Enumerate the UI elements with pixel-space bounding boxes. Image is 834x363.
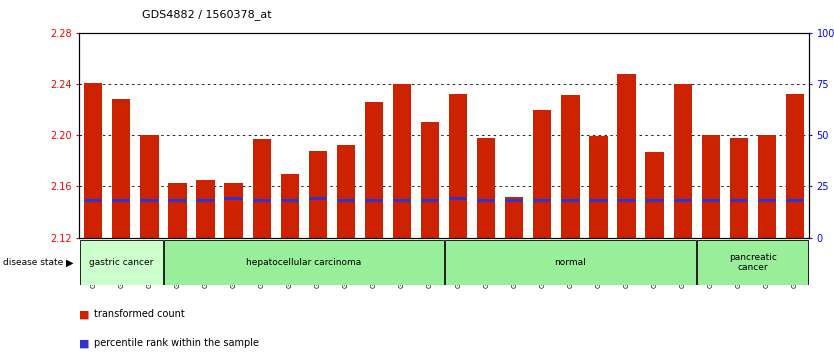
- Bar: [168, 183, 187, 238]
- Text: pancreatic
cancer: pancreatic cancer: [729, 253, 776, 272]
- Bar: [421, 199, 440, 203]
- Bar: [730, 199, 748, 203]
- Text: ■: ■: [79, 309, 90, 319]
- Bar: [449, 197, 467, 200]
- Bar: [561, 199, 580, 203]
- Bar: [421, 122, 440, 238]
- Bar: [164, 240, 444, 285]
- Bar: [253, 199, 271, 203]
- Bar: [701, 135, 720, 238]
- Bar: [445, 240, 696, 285]
- Bar: [309, 197, 327, 200]
- Text: hepatocellular carcinoma: hepatocellular carcinoma: [246, 258, 361, 267]
- Bar: [309, 151, 327, 238]
- Bar: [364, 199, 383, 203]
- Bar: [253, 139, 271, 238]
- Bar: [197, 199, 214, 203]
- Bar: [701, 199, 720, 203]
- Bar: [140, 135, 158, 238]
- Bar: [80, 240, 163, 285]
- Bar: [674, 84, 691, 238]
- Bar: [84, 83, 103, 238]
- Bar: [758, 135, 776, 238]
- Bar: [364, 102, 383, 238]
- Bar: [197, 180, 214, 238]
- Bar: [113, 99, 130, 238]
- Bar: [477, 199, 495, 203]
- Bar: [786, 94, 804, 238]
- Text: normal: normal: [555, 258, 586, 267]
- Bar: [646, 152, 664, 238]
- Text: ▶: ▶: [66, 257, 73, 267]
- Bar: [393, 199, 411, 203]
- Bar: [533, 199, 551, 203]
- Bar: [337, 146, 355, 238]
- Bar: [113, 199, 130, 203]
- Bar: [280, 174, 299, 238]
- Bar: [337, 199, 355, 203]
- Bar: [224, 197, 243, 200]
- Bar: [140, 199, 158, 203]
- Bar: [758, 199, 776, 203]
- Bar: [674, 199, 691, 203]
- Text: gastric cancer: gastric cancer: [89, 258, 153, 267]
- Bar: [646, 199, 664, 203]
- Bar: [590, 199, 608, 203]
- Bar: [393, 84, 411, 238]
- Bar: [168, 199, 187, 203]
- Bar: [697, 240, 808, 285]
- Text: percentile rank within the sample: percentile rank within the sample: [94, 338, 259, 348]
- Bar: [449, 94, 467, 238]
- Text: ■: ■: [79, 338, 90, 348]
- Bar: [533, 110, 551, 238]
- Bar: [617, 74, 636, 238]
- Bar: [224, 183, 243, 238]
- Bar: [590, 136, 608, 238]
- Bar: [617, 199, 636, 203]
- Bar: [730, 138, 748, 238]
- Text: GDS4882 / 1560378_at: GDS4882 / 1560378_at: [142, 9, 271, 20]
- Bar: [477, 138, 495, 238]
- Bar: [505, 197, 524, 238]
- Bar: [505, 199, 524, 203]
- Bar: [786, 199, 804, 203]
- Bar: [84, 199, 103, 203]
- Bar: [561, 95, 580, 238]
- Text: transformed count: transformed count: [94, 309, 185, 319]
- Bar: [280, 199, 299, 203]
- Text: disease state: disease state: [3, 258, 63, 267]
